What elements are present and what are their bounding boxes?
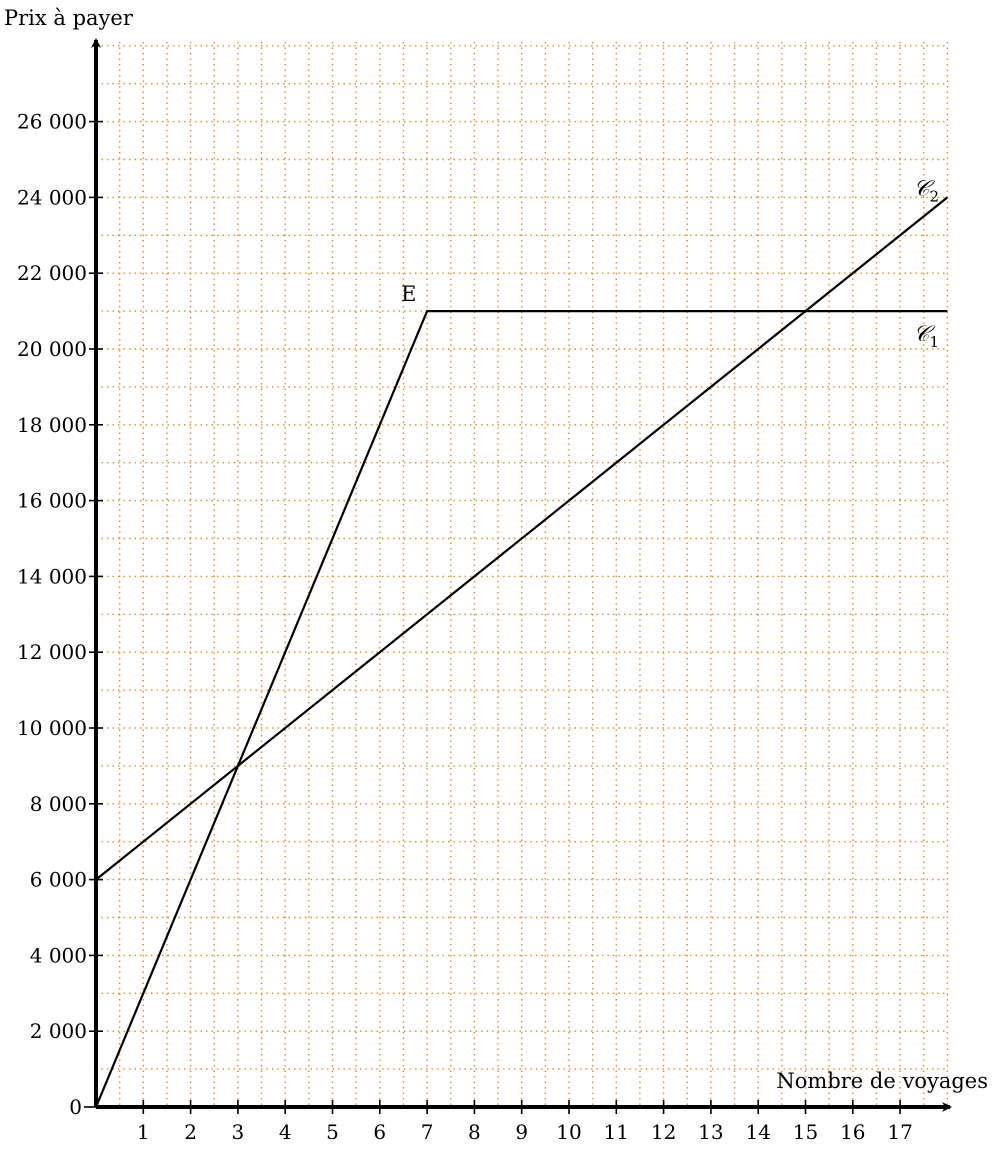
- series-label-c2: 𝒞2: [913, 176, 939, 205]
- x-axis-title: Nombre de voyages: [776, 1069, 988, 1093]
- x-tick-label: 9: [515, 1120, 528, 1144]
- y-tick-label: 10 000: [17, 716, 87, 740]
- series-label-c1: 𝒞1: [913, 322, 939, 351]
- x-tick-label: 10: [556, 1120, 581, 1144]
- y-tick-label: 22 000: [17, 261, 87, 285]
- x-tick-label: 13: [698, 1120, 723, 1144]
- series-line-c1: [96, 311, 947, 1107]
- y-tick-label: 16 000: [17, 489, 87, 513]
- x-tick-label: 15: [793, 1120, 818, 1144]
- y-tick-label: 20 000: [17, 337, 87, 361]
- x-tick-label: 8: [468, 1120, 481, 1144]
- x-tick-label: 2: [184, 1120, 197, 1144]
- y-tick-label: 24 000: [17, 185, 87, 209]
- y-tick-label: 26 000: [17, 110, 87, 134]
- y-tick-label: 6 000: [30, 868, 87, 892]
- y-tick-label: 2 000: [30, 1019, 87, 1043]
- x-tick-label: 14: [745, 1120, 770, 1144]
- y-tick-label: 4 000: [30, 943, 87, 967]
- grid: [96, 42, 947, 1107]
- x-tick-label: 5: [326, 1120, 339, 1144]
- y-axis-title: Prix à payer: [4, 6, 134, 30]
- x-tick-label: 11: [604, 1120, 629, 1144]
- y-tick-label: 18 000: [17, 413, 87, 437]
- annotation-point-e: E: [401, 282, 416, 306]
- ticks: 123456789101112131415161702 0004 0006 00…: [17, 110, 913, 1144]
- x-tick-label: 16: [840, 1120, 865, 1144]
- x-tick-label: 6: [373, 1120, 386, 1144]
- y-tick-label: 8 000: [30, 792, 87, 816]
- y-tick-label: 0: [69, 1095, 82, 1119]
- x-tick-label: 4: [279, 1120, 292, 1144]
- axes: [96, 40, 950, 1107]
- x-tick-label: 17: [887, 1120, 912, 1144]
- x-tick-label: 3: [232, 1120, 245, 1144]
- labels-layer: Prix à payer Nombre de voyages: [4, 6, 988, 1093]
- x-tick-label: 7: [421, 1120, 434, 1144]
- x-tick-label: 12: [651, 1120, 676, 1144]
- x-tick-label: 1: [137, 1120, 150, 1144]
- y-tick-label: 12 000: [17, 640, 87, 664]
- y-tick-label: 14 000: [17, 564, 87, 588]
